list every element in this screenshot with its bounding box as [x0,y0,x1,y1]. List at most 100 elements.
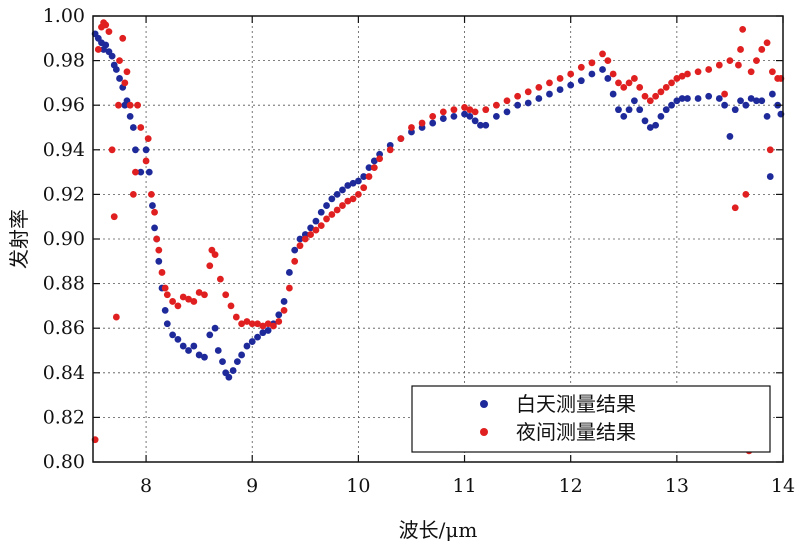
data-point [145,168,153,176]
data-point [296,235,304,243]
data-point [344,182,352,189]
data-point [102,41,110,49]
data-point [339,202,346,209]
data-point [735,61,742,69]
data-point [418,119,426,127]
data-point [477,121,484,129]
data-point [323,202,330,209]
data-point [132,168,139,176]
data-point [503,97,511,105]
data-point [365,164,373,172]
x-tick-label: 14 [771,475,795,497]
data-point [678,72,686,80]
data-point [753,97,760,105]
data-point [254,320,261,328]
data-point [742,191,750,198]
legend: 白天测量结果 夜间测量结果 [411,385,771,453]
data-point [514,92,522,100]
data-point [144,135,152,143]
series-night [91,19,785,455]
y-tick-label: 1.00 [43,5,85,27]
data-point [461,110,468,118]
data-point [147,191,155,198]
data-point [768,90,776,98]
data-point [731,106,739,114]
data-point [190,298,198,305]
legend-marker-day [480,400,488,408]
data-point [620,83,628,91]
data-point [333,191,341,198]
data-point [673,97,681,105]
data-point [112,66,120,73]
data-point [219,358,226,366]
data-point [94,46,102,53]
data-point [742,101,750,109]
data-point [354,191,362,198]
data-point [763,39,771,47]
data-point [524,99,532,107]
data-point [668,101,675,109]
data-point [652,121,660,129]
data-point [556,86,564,93]
y-tick-label: 0.94 [43,139,85,161]
data-point [630,75,638,82]
data-point [132,146,139,154]
data-point [466,112,474,120]
data-point [715,95,723,102]
data-point [721,101,729,109]
data-point [126,112,134,120]
data-point [524,88,532,96]
data-point [630,97,638,105]
data-point [599,50,606,58]
data-point [657,112,665,120]
data-point [482,121,490,129]
data-point [174,335,182,343]
legend-label-day: 白天测量结果 [516,392,636,416]
data-point [307,231,315,238]
data-point [161,284,169,292]
data-point [264,327,272,334]
data-point [604,57,612,64]
data-point [349,179,357,187]
data-point [577,77,585,85]
data-point [636,106,644,114]
data-point [747,95,755,102]
data-point [161,306,169,314]
data-point [206,262,214,270]
data-point [254,333,261,341]
data-point [604,75,612,82]
data-point [556,75,564,82]
data-point [461,104,468,111]
data-point [763,112,771,120]
data-point [151,224,158,232]
x-tick-label: 10 [346,475,370,497]
data-point [195,351,203,359]
data-point [466,106,474,114]
data-point [105,28,113,36]
data-point [264,320,272,328]
y-tick-label: 0.80 [43,451,85,473]
data-point [174,302,182,310]
data-point [503,108,511,116]
data-point [482,106,490,114]
data-point [662,83,670,91]
data-point [112,313,120,321]
data-point [216,275,224,283]
data-point [609,90,617,98]
data-point [115,101,122,109]
y-tick-label: 0.84 [43,362,85,384]
data-point [151,208,158,216]
data-point [206,331,214,339]
data-point [705,66,713,73]
data-point [450,106,458,114]
data-point [134,101,141,109]
data-point [766,173,774,180]
data-point [636,83,644,91]
data-point [546,90,553,98]
data-point [646,124,654,131]
data-point [360,184,368,192]
data-point [214,347,222,354]
data-point [705,92,713,100]
data-point [227,302,235,310]
x-tick-label: 8 [140,475,152,497]
